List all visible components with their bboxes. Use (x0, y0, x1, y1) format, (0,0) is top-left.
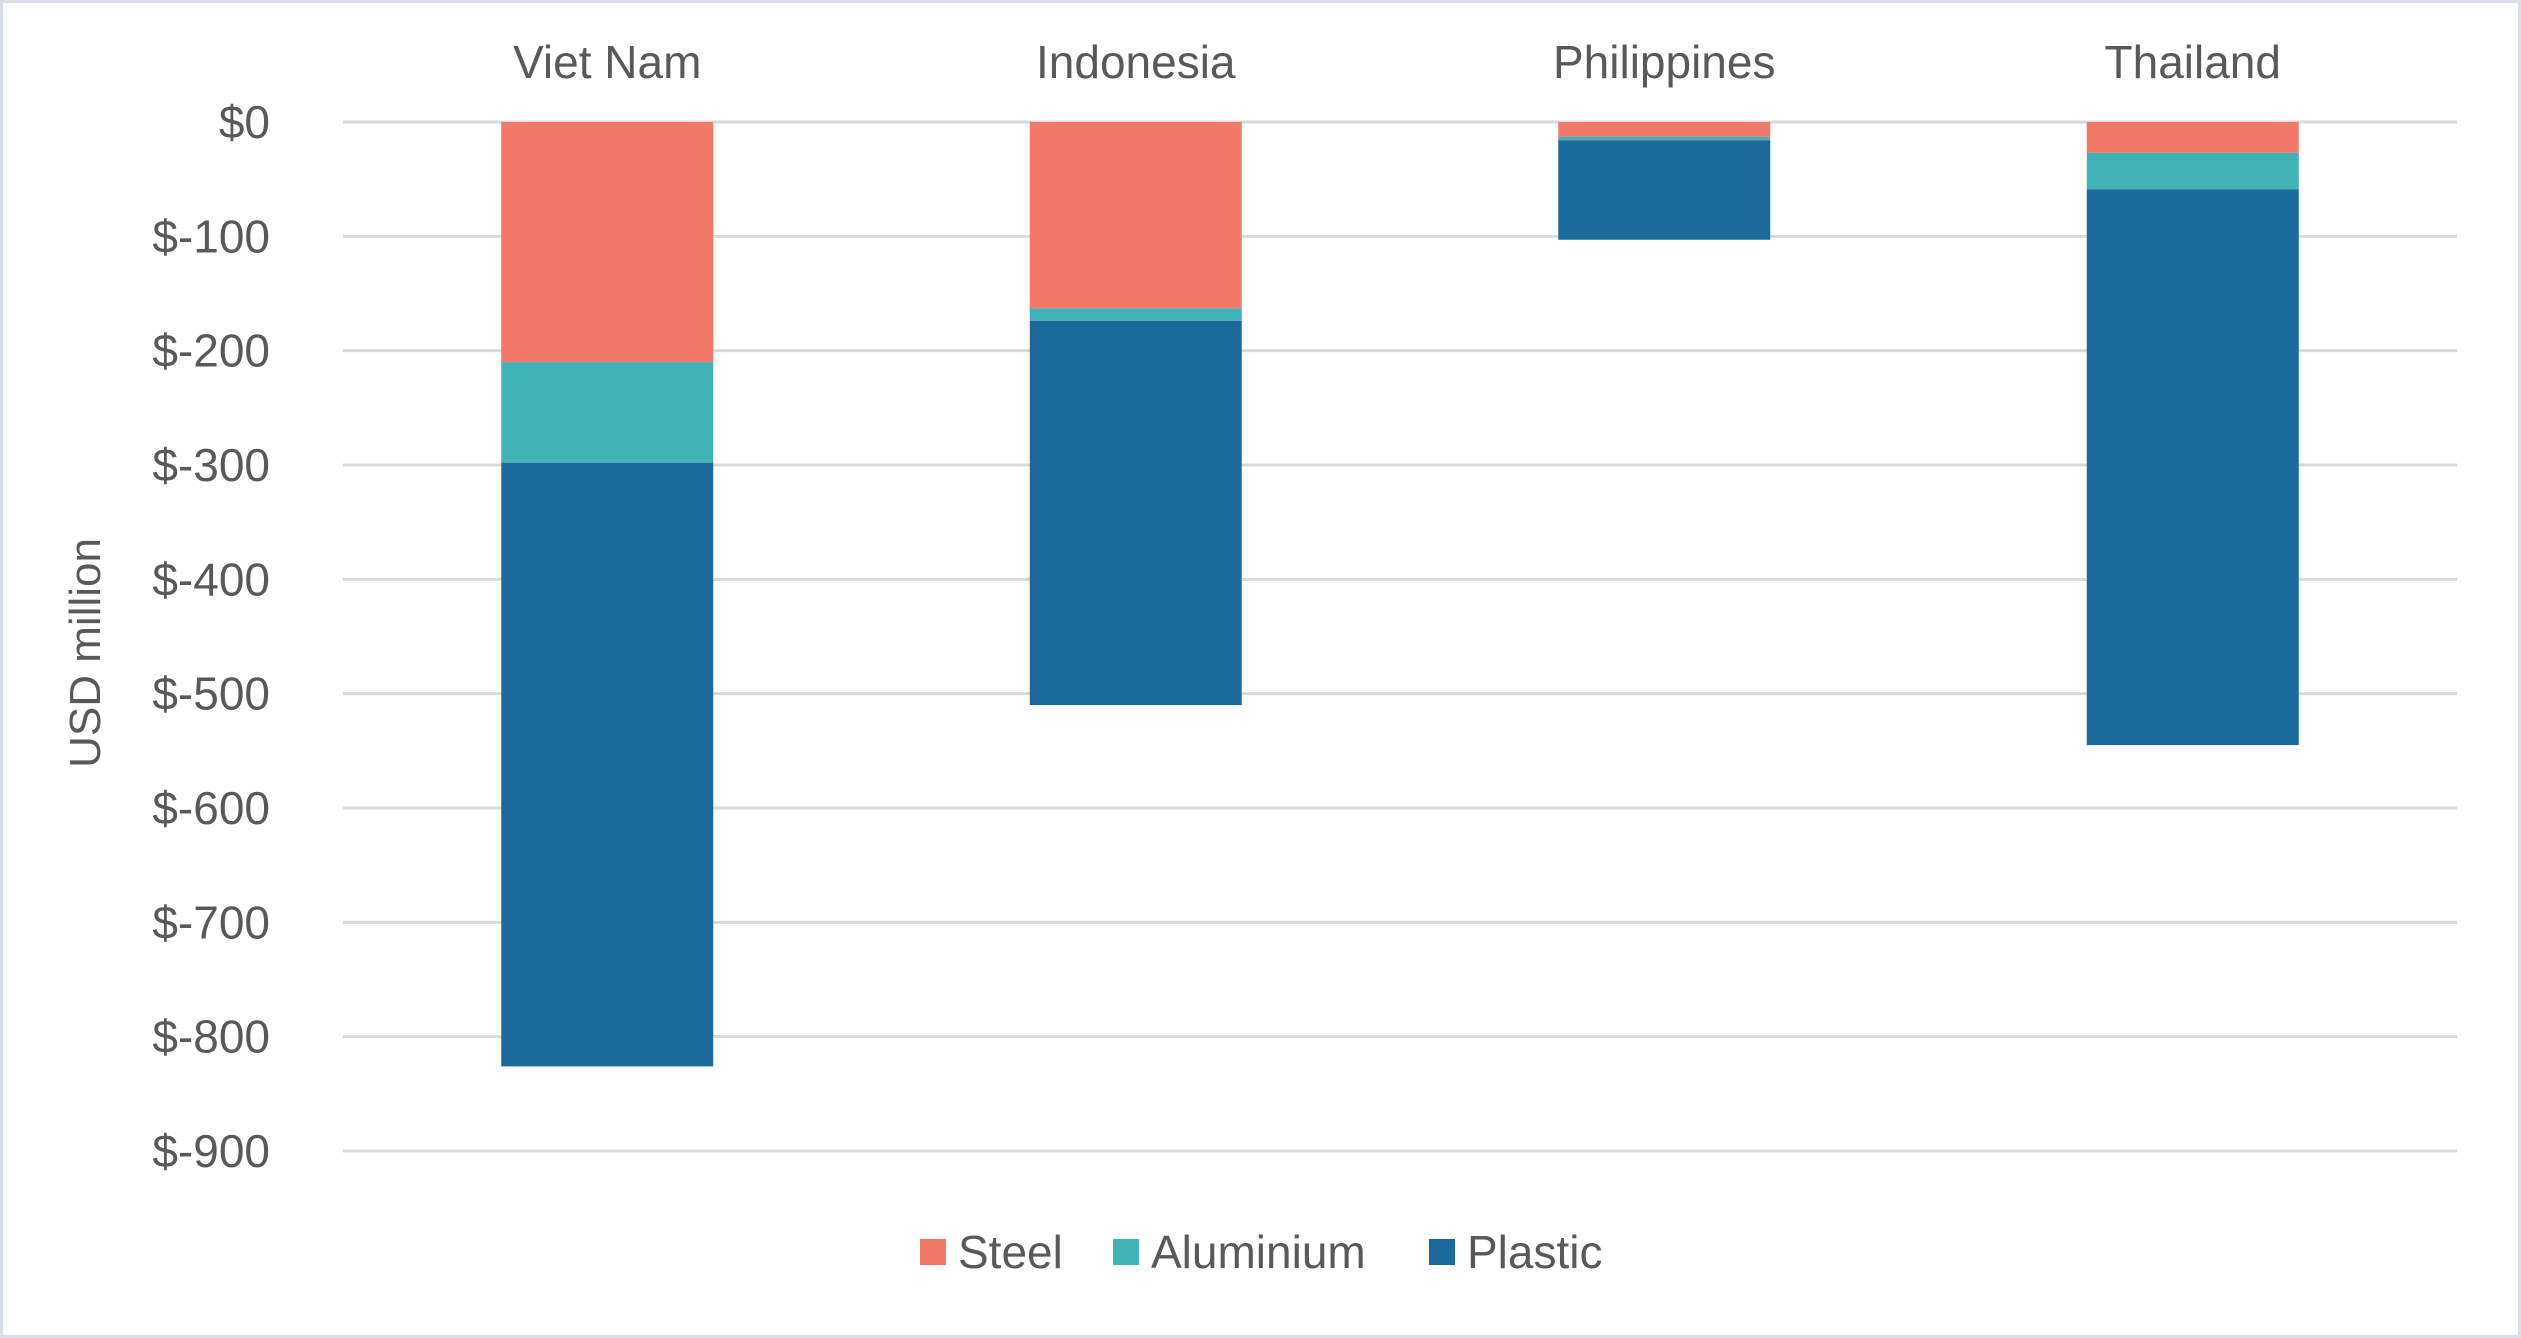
y-tick-label: $-300 (152, 439, 270, 491)
legend-swatch-steel (920, 1239, 946, 1265)
bar-segment-steel (2086, 122, 2299, 153)
bar-segment-aluminium (1029, 308, 1242, 321)
legend-swatch-plastic (1429, 1239, 1455, 1265)
y-tick-label: $-400 (152, 553, 270, 605)
category-label: Viet Nam (513, 36, 701, 88)
legend-label-steel: Steel (958, 1226, 1063, 1278)
y-tick-label: $0 (219, 96, 270, 148)
bar-segment-plastic (1029, 320, 1242, 706)
bar-segment-aluminium (2086, 152, 2299, 190)
legend-label-aluminium: Aluminium (1151, 1226, 1366, 1278)
y-tick-label: $-900 (152, 1125, 270, 1177)
y-tick-label: $-200 (152, 325, 270, 377)
bar-segment-steel (1558, 122, 1771, 137)
bar-segment-plastic (1558, 140, 1771, 240)
y-tick-label: $-800 (152, 1011, 270, 1063)
y-axis-tick-labels: $0 $-100 $-200 $-300 $-400 $-500 $-600 $-700 $-8… (152, 96, 270, 1177)
category-label: Indonesia (1036, 36, 1236, 88)
bar-segment-aluminium (1558, 136, 1771, 141)
y-axis-title: USD million (61, 538, 110, 768)
category-label: Philippines (1553, 36, 1775, 88)
bar-segment-plastic (501, 462, 714, 1067)
y-tick-label: $-500 (152, 668, 270, 720)
y-tick-label: $-700 (152, 896, 270, 948)
y-tick-label: $-100 (152, 210, 270, 262)
bar-segment-aluminium (501, 362, 714, 463)
legend-swatch-aluminium (1113, 1239, 1139, 1265)
bars (501, 122, 2299, 1067)
bar-segment-plastic (2086, 189, 2299, 746)
category-label: Thailand (2105, 36, 2281, 88)
category-labels: Viet Nam Indonesia Philippines Thailand (513, 36, 2281, 88)
legend: Steel Aluminium Plastic (920, 1226, 1602, 1278)
legend-label-plastic: Plastic (1467, 1226, 1602, 1278)
bar-segment-steel (501, 122, 714, 363)
bar-segment-steel (1029, 122, 1242, 309)
y-tick-label: $-600 (152, 782, 270, 834)
